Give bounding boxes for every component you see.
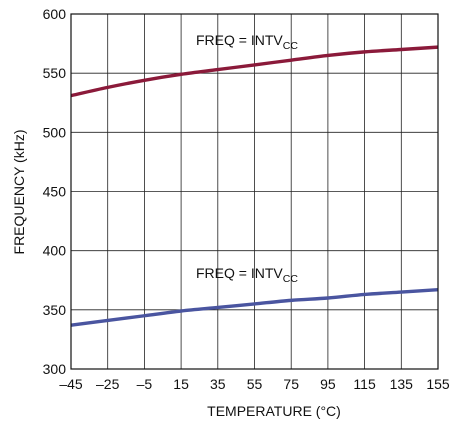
x-tick-label: 135 xyxy=(390,376,414,392)
x-tick-label: 95 xyxy=(320,376,336,392)
annotation-lower-main: FREQ = INTV xyxy=(196,265,283,281)
annotation-lower: FREQ = INTVCC xyxy=(196,265,298,285)
annotation-lower-subscript: CC xyxy=(283,273,299,285)
y-tick-labels: 300 350 400 450 500 550 600 xyxy=(43,6,67,377)
x-tick-label: –45 xyxy=(59,376,83,392)
upper-frequency-line xyxy=(70,45,439,98)
y-tick-label: 400 xyxy=(43,243,67,259)
x-tick-label: 35 xyxy=(210,376,226,392)
annotation-upper: FREQ = INTVCC xyxy=(196,32,298,52)
x-tick-labels: –45 –25 –5 15 35 55 75 95 115 135 155 xyxy=(59,376,450,392)
x-tick-label: –5 xyxy=(137,376,153,392)
x-tick-label: 115 xyxy=(353,376,376,392)
x-tick-label: –25 xyxy=(96,376,120,392)
y-tick-label: 550 xyxy=(43,65,67,81)
y-tick-label: 300 xyxy=(43,361,67,377)
lower-frequency-line xyxy=(70,288,439,327)
grid-lines xyxy=(71,14,438,369)
annotation-upper-subscript: CC xyxy=(283,40,299,52)
data-series xyxy=(70,45,439,327)
y-tick-label: 350 xyxy=(43,302,67,318)
x-tick-label: 15 xyxy=(173,376,189,392)
y-tick-label: 600 xyxy=(43,6,67,22)
y-tick-label: 500 xyxy=(43,124,67,140)
y-axis-title: FREQUENCY (kHz) xyxy=(11,130,27,255)
y-tick-label: 450 xyxy=(43,184,67,200)
annotation-upper-main: FREQ = INTV xyxy=(196,32,283,48)
x-tick-label: 75 xyxy=(283,376,299,392)
x-tick-label: 155 xyxy=(426,376,450,392)
plot-frame xyxy=(70,13,439,370)
x-axis-title: TEMPERATURE (°C) xyxy=(207,403,341,419)
x-tick-label: 55 xyxy=(247,376,263,392)
